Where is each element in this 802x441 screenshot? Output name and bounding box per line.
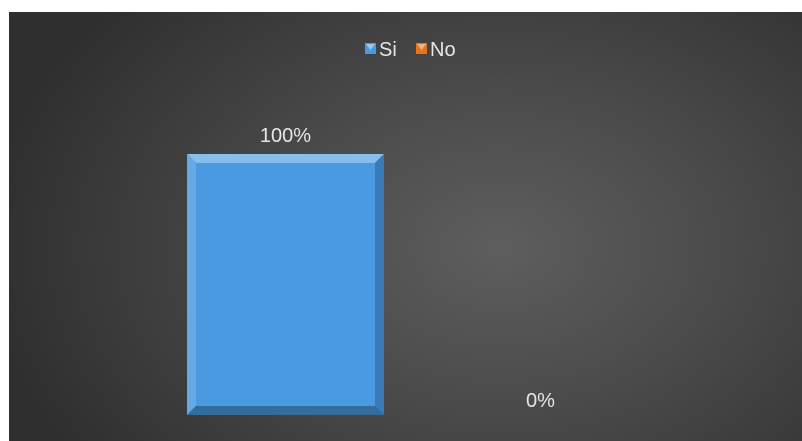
bar-bevel-left — [187, 154, 196, 415]
legend-swatch-highlight — [366, 44, 375, 50]
legend-item-no: No — [416, 39, 456, 61]
legend-label-no: No — [430, 39, 456, 61]
bar-si — [187, 154, 384, 415]
bar-bevel-bottom — [187, 406, 384, 415]
bar-bevel-right — [375, 154, 384, 415]
data-label-no: 0% — [526, 390, 555, 412]
legend-item-si: Si — [365, 39, 397, 61]
data-label-si: 100% — [260, 125, 311, 147]
bar-chart: Si No 100% 0% — [187, 39, 555, 415]
chart-area: Si No 100% 0% — [9, 12, 802, 441]
legend-label-si: Si — [379, 39, 397, 61]
bar-face — [196, 163, 375, 406]
bar-bevel-top — [187, 154, 384, 163]
legend-swatch-highlight — [417, 44, 426, 50]
